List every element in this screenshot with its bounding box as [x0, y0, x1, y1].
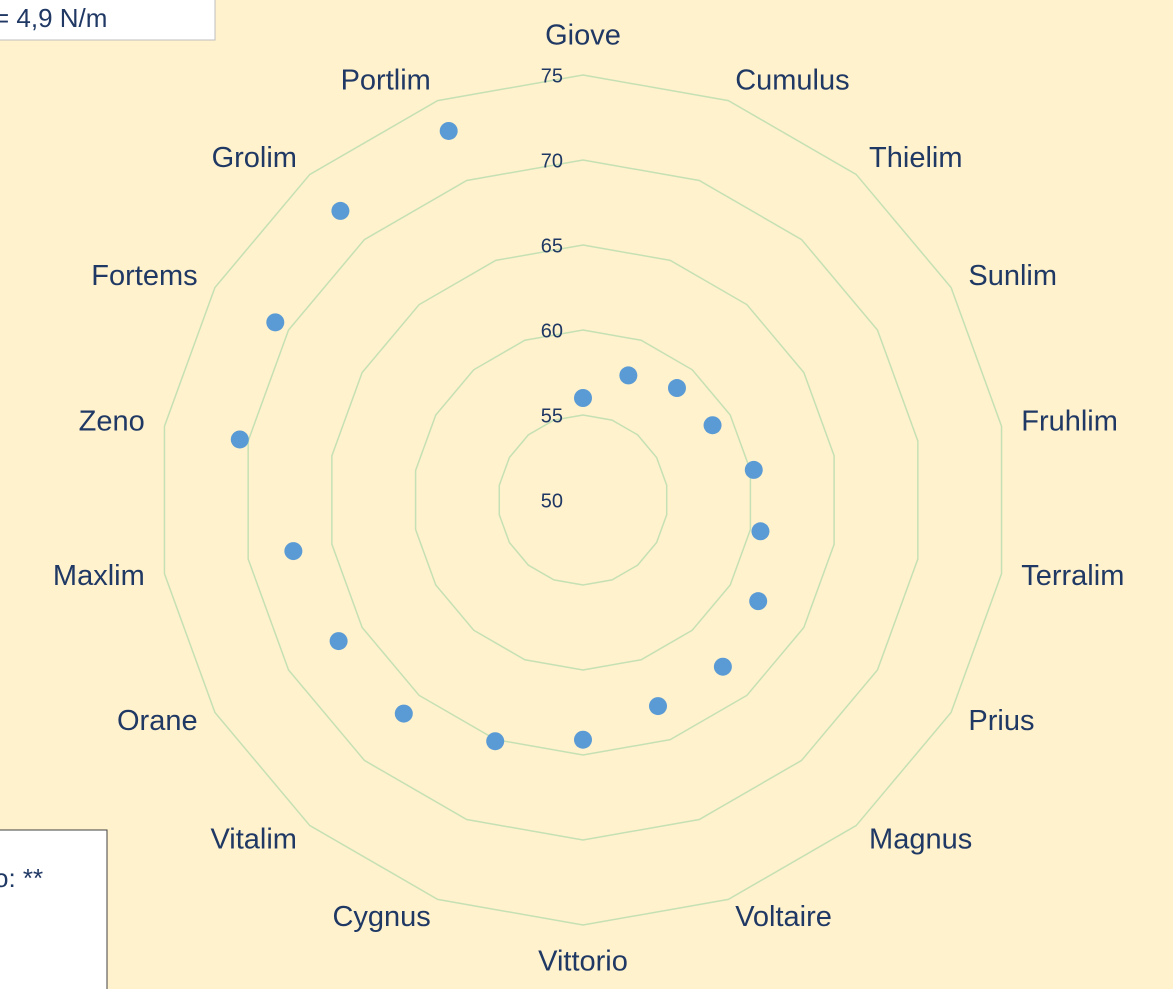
data-point [649, 697, 668, 716]
r-tick-label: 55 [541, 405, 563, 427]
data-point [394, 704, 413, 723]
data-point [331, 201, 350, 220]
data-point [703, 416, 722, 435]
data-point [284, 542, 303, 561]
category-label: Thielim [869, 142, 962, 174]
data-point [667, 379, 686, 398]
category-label: Prius [968, 705, 1034, 737]
data-point [266, 313, 285, 332]
data-point [486, 732, 505, 751]
category-label: Maxlim [53, 560, 145, 592]
grid-ring [414, 329, 752, 671]
category-label: Cumulus [735, 64, 849, 96]
category-label: Vittorio [538, 946, 628, 978]
category-label: Grolim [212, 142, 297, 174]
category-label: Zeno [79, 405, 145, 437]
annotation: = 4,9 N/m [0, 3, 107, 33]
category-label: Orane [117, 705, 198, 737]
data-point [439, 121, 458, 140]
category-label: Fruhlim [1021, 405, 1118, 437]
category-label: Sunlim [968, 260, 1057, 292]
category-label: Cygnus [332, 901, 430, 933]
annotation-box [0, 0, 216, 41]
grid-ring [163, 74, 1003, 926]
data-point [713, 657, 732, 676]
data-point [619, 366, 638, 385]
r-tick-label: 60 [541, 320, 563, 342]
category-label: Magnus [869, 824, 972, 856]
annotation-box [0, 829, 108, 989]
category-label: Fortems [91, 260, 197, 292]
r-tick-label: 65 [541, 235, 563, 257]
r-tick-label: 50 [541, 490, 563, 512]
grid-ring [247, 159, 919, 841]
category-label: Portlim [341, 64, 431, 96]
annotation: o: ** [0, 863, 43, 893]
data-point [329, 632, 348, 651]
r-tick-label: 75 [541, 65, 563, 87]
data-point [751, 522, 770, 541]
category-label: Vitalim [210, 824, 297, 856]
category-label: Giove [545, 20, 621, 52]
r-tick-label: 70 [541, 150, 563, 172]
data-point [744, 460, 763, 479]
data-point [574, 730, 592, 749]
grid-ring [331, 244, 835, 756]
data-point [230, 430, 249, 449]
data-point [574, 389, 592, 407]
category-label: Voltaire [735, 901, 832, 933]
data-point [749, 592, 768, 611]
category-label: Terralim [1021, 560, 1124, 592]
grid-ring [498, 414, 668, 586]
